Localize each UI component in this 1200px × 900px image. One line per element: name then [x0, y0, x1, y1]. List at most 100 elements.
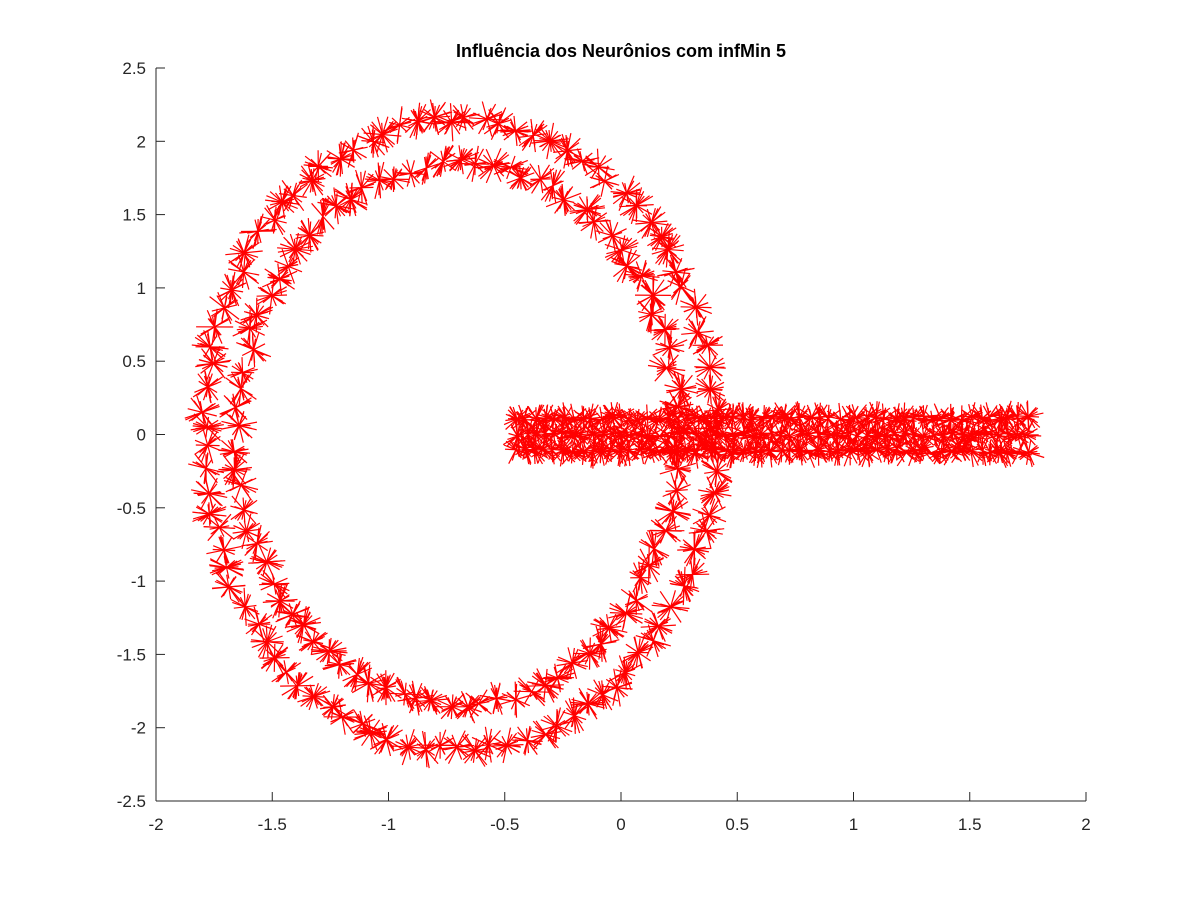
neuron-segment: [649, 529, 682, 532]
neuron-segment: [382, 676, 389, 699]
ring-neuron: [651, 590, 690, 624]
plot-area: -2 -1.5 -1 -0.5 0 0.5 1 1.5 2 2.5 2 1.5 1 0.5 0 -0.5 -1…: [117, 59, 1091, 834]
neuron-segment: [355, 174, 368, 202]
ring-neuron: [416, 99, 453, 136]
ring-neuron: [325, 141, 357, 177]
neuron-segment: [231, 397, 240, 418]
ring-neuron: [230, 495, 258, 525]
neuron-segment: [540, 719, 573, 733]
ring-neuron: [184, 394, 220, 431]
neuron-segment: [398, 170, 424, 177]
neuron-segment: [292, 674, 303, 698]
neuron-segment: [469, 696, 489, 711]
ring-neuron: [553, 132, 582, 169]
ring-neuron: [232, 309, 268, 347]
neuron-segment: [230, 505, 258, 515]
bar-neuron: [891, 439, 921, 467]
x-tick-label: 1.5: [958, 815, 982, 834]
ring-neuron: [244, 606, 274, 642]
neuron-segment: [546, 676, 569, 680]
neuron-segment: [673, 373, 690, 405]
ring-neuron: [692, 498, 727, 533]
neuron-segment: [618, 655, 632, 691]
neuron-segment: [680, 562, 705, 587]
neuron-segment: [451, 734, 463, 760]
x-tick-label: -1: [381, 815, 396, 834]
y-tick-label: -1.5: [117, 645, 146, 664]
neuron-segment: [316, 198, 329, 235]
ring-neuron: [664, 371, 699, 407]
neuron-segment: [663, 267, 688, 277]
ring-neuron: [194, 427, 221, 464]
bar-neuron: [1012, 437, 1045, 468]
neuron-segment: [474, 152, 477, 176]
neuron-segment: [601, 613, 617, 643]
neuron-segment: [642, 636, 665, 646]
y-tick-label: 1: [137, 279, 146, 298]
neuron-segment: [457, 698, 479, 717]
x-tick-label: 0: [616, 815, 625, 834]
ring-neuron: [236, 332, 272, 368]
neuron-segment: [586, 691, 590, 716]
ring-neuron: [250, 624, 284, 659]
ring-neuron: [211, 571, 246, 603]
ring-neuron: [640, 610, 676, 642]
ring-neuron: [370, 670, 402, 706]
neuron-segment: [955, 437, 966, 462]
x-tick-label: -2: [148, 815, 163, 834]
ring-neuron: [203, 513, 236, 542]
neuron-segment: [628, 191, 645, 221]
neuron-segment: [209, 525, 230, 530]
neuron-segment: [256, 640, 279, 643]
neuron-segment: [683, 302, 709, 313]
ring-neuron: [322, 650, 357, 679]
neuron-segment: [237, 254, 250, 290]
neuron-segment: [446, 697, 458, 716]
x-tick-label: 1: [849, 815, 858, 834]
neuron-segment: [188, 402, 216, 422]
neuron-segment: [449, 152, 473, 167]
ring-neuron: [439, 730, 475, 764]
neuron-segment: [492, 682, 501, 715]
neuron-segment: [530, 118, 536, 153]
ring-neuron: [692, 330, 724, 360]
ring-neuron: [680, 288, 713, 326]
ring-neuron: [356, 125, 390, 158]
neuron-segment: [197, 431, 218, 460]
neuron-segment: [330, 711, 354, 723]
ring-neuron: [192, 370, 224, 404]
neuron-segment: [710, 458, 723, 485]
ring-neuron: [570, 687, 606, 720]
neuron-segment: [301, 169, 324, 192]
neuron-segment: [195, 359, 232, 368]
neuron-segment: [684, 541, 705, 558]
neuron-segment: [267, 650, 282, 666]
neuron-segment: [625, 643, 651, 662]
ring-neuron: [654, 492, 692, 530]
ring-neuron: [297, 683, 331, 711]
neuron-segment: [618, 447, 638, 454]
ring-neuron: [443, 145, 480, 175]
neuron-segment: [220, 576, 237, 598]
neuron-segment: [517, 680, 546, 703]
ring-neuron: [209, 291, 240, 325]
ring-neuron: [610, 175, 643, 211]
neuron-segment: [607, 225, 618, 246]
ring-neuron: [569, 194, 606, 225]
neuron-segment: [389, 116, 410, 134]
ring-neuron: [657, 254, 695, 290]
ring-neuron: [191, 330, 229, 364]
neuron-segment: [436, 146, 451, 177]
neuron-segment: [232, 476, 250, 494]
ring-neuron: [610, 248, 644, 284]
ring-neuron: [590, 613, 628, 643]
y-tick-label: 0.5: [122, 352, 146, 371]
ring-neuron: [471, 726, 505, 763]
neuron-segment: [271, 269, 289, 289]
neuron-segment: [285, 603, 301, 626]
y-tick-label: -2: [131, 719, 146, 738]
ring-neuron: [677, 530, 712, 569]
ring-neuron: [219, 393, 252, 422]
neuron-segment: [324, 194, 348, 217]
neuron-segment: [332, 144, 350, 173]
